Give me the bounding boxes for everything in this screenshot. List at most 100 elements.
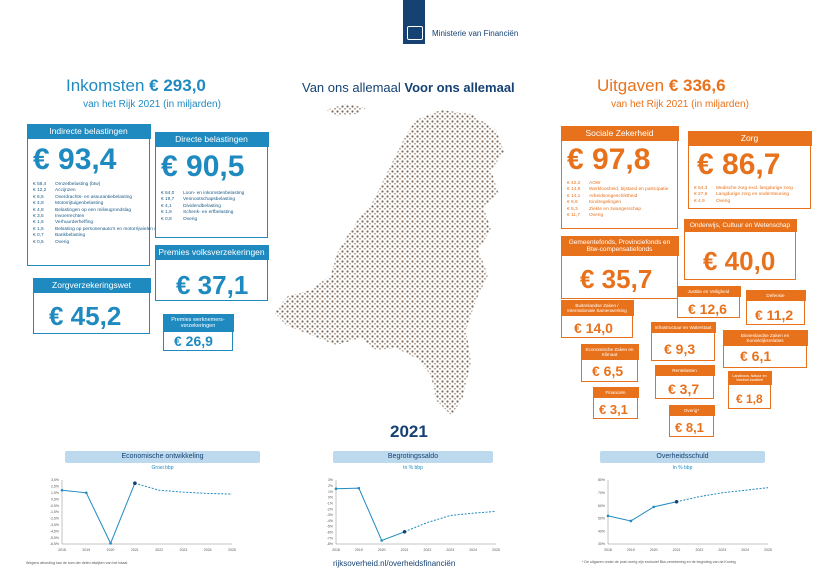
x-tick-label: 2024 [469,548,477,552]
box-value: € 14,0 [574,320,613,336]
item-amount: € 4,8 [33,201,44,207]
y-tick-label: -0,5% [50,504,59,508]
item-amount: € 6,5 [33,194,44,200]
box-value: € 26,9 [174,333,213,349]
x-tick-label: 2020 [650,548,658,552]
item-amount: € 1,9 [161,210,172,216]
x-tick-label: 2023 [180,548,188,552]
box-binnenlandse-zaken: Binnenlandse Zaken en Koninkrijksrelatie… [722,329,808,368]
box-infrastructuur: Infrastructuur en Waterstaat € 9,3 [650,321,716,361]
item-amount: € 14,1 [567,193,581,199]
box-title: Rentelasten [654,364,715,376]
x-tick-label: 2021 [673,548,681,552]
item-amount: € 11,7 [567,213,580,219]
chart-ylabel-schuld: In % bbp [672,465,693,471]
item-amount: € 64,0 [161,191,175,196]
box-premies-werknemersverzekeringen: Premies werknemers-verzekeringen € 26,9 [162,313,234,351]
box-value: € 11,2 [755,307,794,323]
box-title: Infrastructuur en Waterstaat [650,321,716,333]
footnote-right: * De uitgaven onder de post overig zijn … [582,560,736,564]
data-point [133,481,137,485]
chart-ylabel-saldo: In % bbp [403,465,423,471]
y-tick-label: -4% [327,519,333,523]
box-title: Premies volksverzekeringen [154,244,269,261]
item-label: Accijnzen [55,188,76,194]
data-point [629,519,633,523]
box-overig: Overig* € 8,1 [668,404,715,437]
box-value: € 97,8 [567,143,651,176]
list-item: € 0,5 Overig [33,240,167,246]
footer-link[interactable]: rijksoverheid.nl/overheidsfinanciën [333,559,456,568]
item-amount: € 19,7 [161,197,175,203]
expense-amount: € 336,6 [668,76,726,95]
box-title: Onderwijs, Cultuur en Wetenschap [683,218,797,232]
item-label: Omzetbelasting (btw) [55,182,101,187]
footnote-left: Wegens afronding kan de som der delen af… [26,561,129,565]
list-item: € 3,5 Invoerrechten [33,214,167,220]
box-onderwijs: Onderwijs, Cultuur en Wetenschap € 40,0 [683,218,797,280]
box-rentelasten: Rentelasten € 3,7 [654,364,715,399]
y-tick-label: -5% [327,525,333,529]
netherlands-map-illustration [274,104,504,415]
item-label: Loon- en inkomstenbelasting [183,191,245,196]
item-label: Langdurige zorg en ondersteuning [716,192,790,198]
series-line-actual [607,501,677,522]
list-item: € 6,5 Overdrachts- en assurantiebelasting [33,195,167,201]
box-title: Buitenlandse Zaken / Internationale Same… [560,299,634,317]
expense-label: Uitgaven [597,76,665,95]
item-label: Overig [55,239,70,245]
series-line-actual [335,487,405,542]
list-item: € 4,8 Belastingen op een milieugrondslag [33,208,167,214]
box-value: € 6,1 [740,348,772,364]
x-tick-label: 2024 [741,548,749,552]
box-value: € 6,5 [592,363,624,379]
data-point [60,488,64,492]
item-label: Invoerrechten [55,214,85,220]
list-item: € 14,1 Arbeidsongeschiktheid [567,194,668,200]
x-tick-label: 2023 [718,548,726,552]
ministry-name: Ministerie van Financiën [432,29,519,38]
y-tick-label: 3% [328,478,333,482]
item-amount: € 9,6 [567,200,578,206]
y-tick-label: 30% [598,542,605,546]
list-item: € 0,8 Overig [161,217,244,223]
box-title: Binnenlandse Zaken en Koninkrijksrelatie… [722,329,808,347]
item-list: € 42,2 AOW € 14,9 Werkloosheid, bijstand en… [567,181,668,219]
item-list: € 64,0 Loon- en inkomstenbelasting € 19,7 V… [161,191,244,223]
item-label: Motorrijtuigenbelasting [55,201,104,207]
box-value: € 3,7 [668,381,700,397]
box-title: Gemeentefonds, Provinciefonds en Btw-com… [560,235,679,257]
y-tick-label: -3% [327,513,333,517]
box-title: Economische Zaken en Klimaat [580,343,639,361]
box-title: Justitie en Veiligheid [676,285,741,297]
item-amount: € 1,5 [33,220,44,226]
chart-overheidsschuld: 80% 70% 60% 50% 40% 30% 2018 2019 2020 2021 2022 20… [598,478,772,552]
item-amount: € 12,2 [33,188,47,194]
item-label: Bankbelasting [55,233,86,239]
item-list: € 58,4 Omzetbelasting (btw) € 12,2 Accijnze… [33,182,167,246]
list-item: € 1,5 Belasting op personenauto's en moto… [33,227,167,233]
list-item: € 0,7 Bankbelasting [33,233,167,239]
chart-begrotingssaldo: 3% 2% 1% 0%-1% -2% -3% -4% -5% -6%-7% -8% 2018 2019… [327,478,500,552]
data-point [84,491,88,495]
y-tick-label: 60% [598,504,605,508]
series-line-forecast [404,510,497,533]
x-tick-label: 2018 [604,548,612,552]
item-label: Belasting op personenauto's en motorrijw… [55,226,167,232]
y-tick-label: 0,5% [51,497,59,501]
x-tick-label: 2024 [204,548,212,552]
item-label: Arbeidsongeschiktheid [589,193,638,199]
x-tick-label: 2018 [58,548,66,552]
item-label: AOW [589,181,601,186]
item-label: Overig [183,216,198,222]
x-tick-label: 2022 [696,548,704,552]
item-amount: € 4,8 [33,207,44,213]
item-amount: € 4,9 [694,198,705,204]
box-title: Zorgverzekeringswet [32,277,151,294]
y-tick-label: 1,5% [51,491,59,495]
box-landbouw: Landbouw, Natuur en Voedsel-kwaliteit € … [727,370,772,409]
income-subtitle: van het Rijk 2021 (in miljarden) [83,99,221,110]
list-item: € 4,1 Dividendbelasting [161,204,244,210]
list-item: € 19,7 Vennootschapsbelasting [161,197,244,203]
box-title: Zorg [687,130,812,147]
